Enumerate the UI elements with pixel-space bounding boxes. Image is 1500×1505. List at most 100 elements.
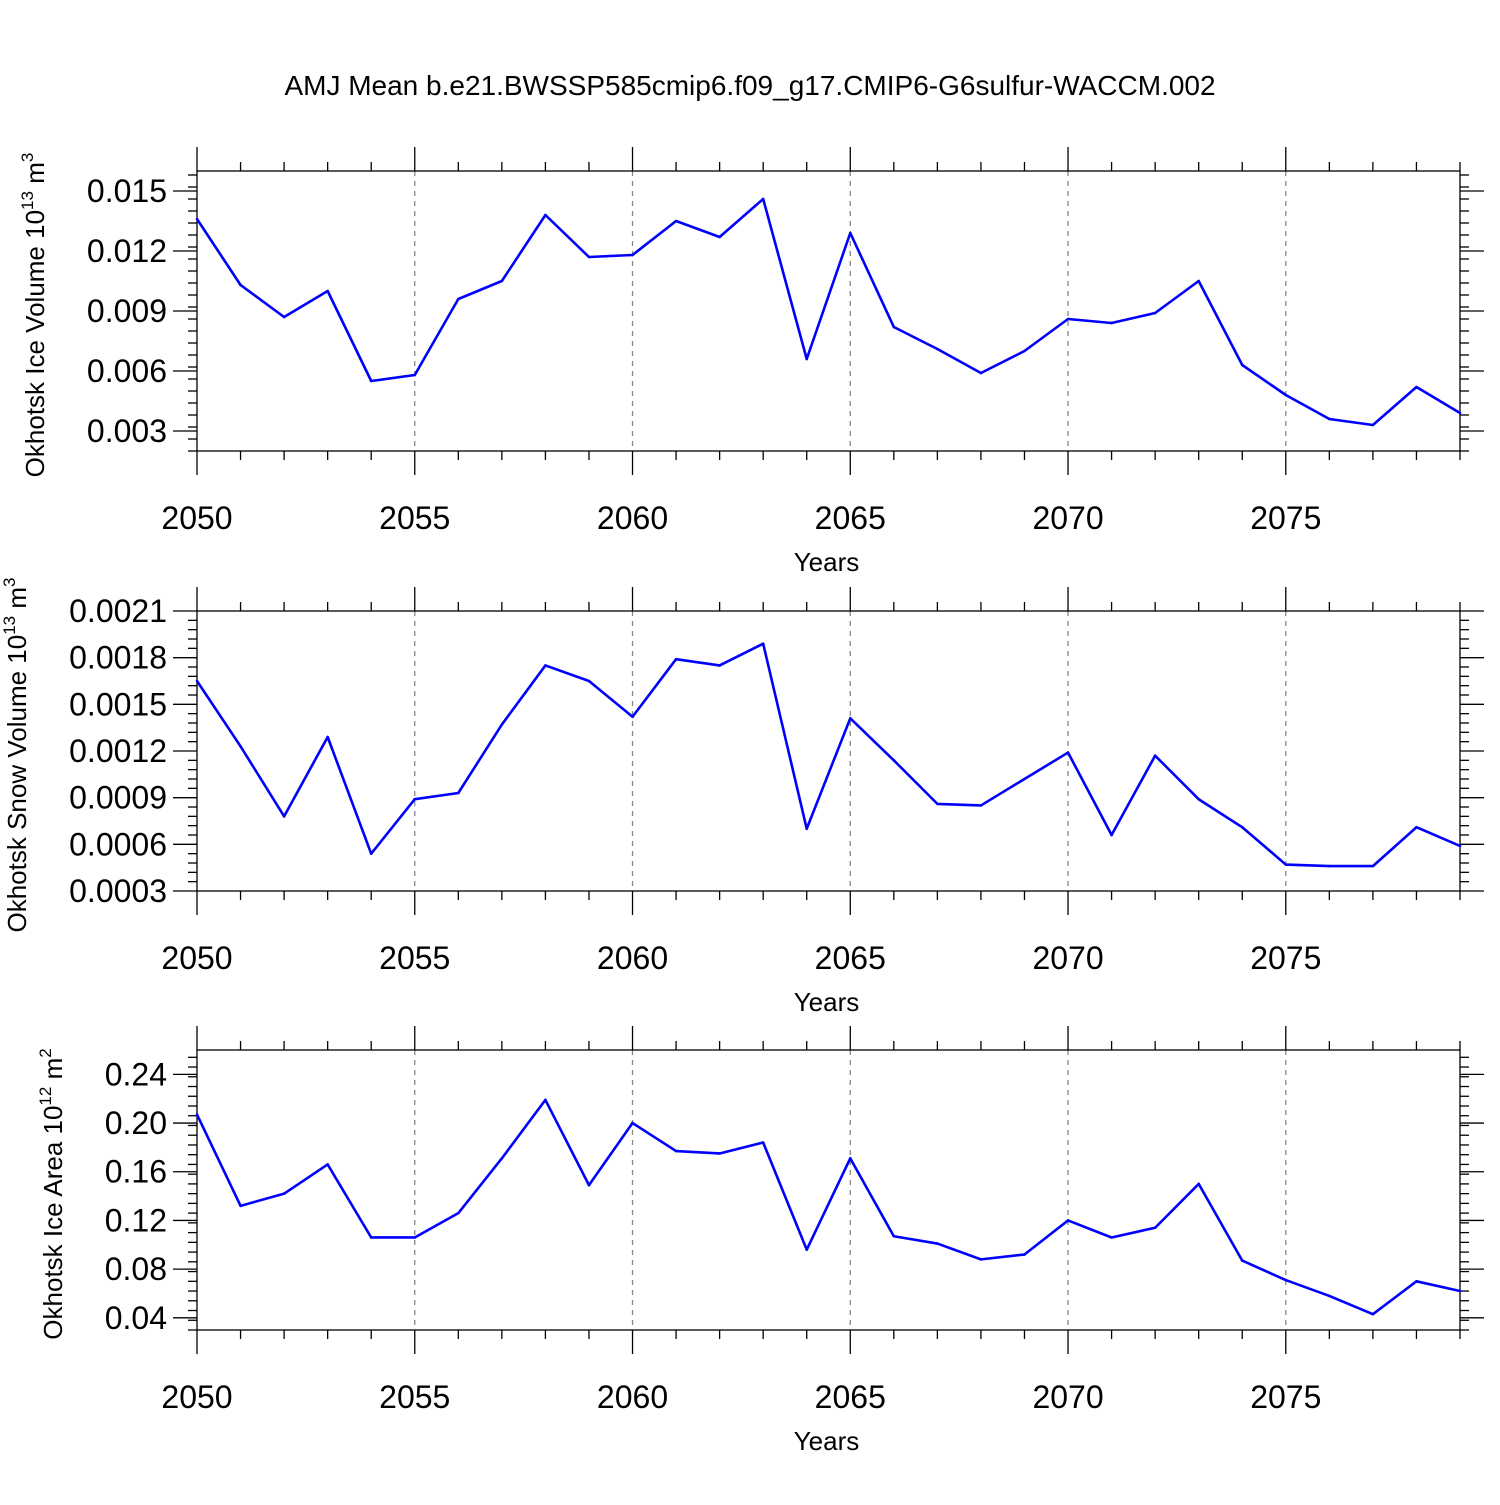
data-point-2076 — [1328, 864, 1331, 868]
data-point-2054 — [369, 1236, 373, 1239]
data-point-2056 — [457, 791, 460, 795]
y-tick-label: 0.04 — [105, 1300, 167, 1336]
data-point-2056 — [457, 1211, 460, 1215]
series-line — [195, 197, 1461, 427]
data-point-2053 — [326, 289, 329, 293]
data-point-2064 — [805, 827, 809, 831]
data-point-2073 — [1197, 797, 1200, 801]
y-axis-label-prefix: Okhotsk Ice Volume 10 — [20, 210, 50, 477]
data-point-2059 — [587, 255, 591, 259]
data-point-2051 — [239, 1204, 242, 1208]
data-point-2055 — [413, 797, 417, 801]
data-point-2078 — [1415, 825, 1418, 829]
data-point-2055 — [413, 373, 417, 377]
y-tick-label: 0.012 — [87, 233, 167, 269]
data-point-2055 — [413, 1236, 417, 1239]
data-point-2059 — [587, 679, 591, 683]
y-tick-label: 0.009 — [87, 293, 167, 329]
series-line — [195, 642, 1461, 868]
data-point-2057 — [500, 1157, 504, 1160]
y-axis-label-exponent: 13 — [18, 191, 37, 210]
x-tick-label: 2070 — [1032, 500, 1103, 536]
data-point-2060 — [631, 715, 634, 719]
data-point-2053 — [326, 1163, 329, 1166]
y-axis-label-unit-exponent: 2 — [36, 1048, 55, 1057]
y-axis-label-prefix: Okhotsk Ice Area 10 — [38, 1106, 68, 1340]
data-point-2058 — [544, 213, 547, 217]
x-tick-label: 2070 — [1032, 1379, 1103, 1415]
data-point-2053 — [326, 735, 329, 739]
data-point-2060 — [631, 253, 634, 257]
y-axis-label-unit-exponent: 3 — [0, 578, 19, 587]
y-axis-label-unit-exponent: 3 — [18, 153, 37, 162]
y-tick-label: 0.0006 — [69, 826, 167, 862]
y-tick-label: 0.015 — [87, 173, 167, 209]
data-point-2068 — [979, 371, 983, 375]
data-point-2054 — [369, 379, 373, 383]
data-point-2050 — [195, 679, 199, 683]
data-point-2063 — [761, 642, 765, 645]
data-point-2067 — [936, 1242, 939, 1245]
plot-frame — [196, 1049, 1461, 1331]
data-point-2062 — [718, 664, 721, 667]
data-point-2067 — [936, 802, 939, 806]
x-tick-label: 2065 — [815, 940, 886, 976]
x-tick-label: 2050 — [161, 500, 232, 536]
data-point-2074 — [1240, 1259, 1244, 1262]
data-point-2079 — [1458, 411, 1462, 415]
data-point-2070 — [1066, 751, 1070, 754]
y-axis-label: Okhotsk Ice Volume 1013 m3 — [18, 153, 50, 478]
data-point-2062 — [718, 235, 721, 239]
data-point-2064 — [805, 357, 809, 361]
panel-1: 2050 2055 2060 2065 2070 2075 0.003 0.006 0.009 0… — [18, 147, 1484, 577]
data-point-2073 — [1197, 279, 1200, 283]
x-tick-label: 2065 — [815, 500, 886, 536]
x-tick-label: 2050 — [161, 1379, 232, 1415]
data-point-2063 — [761, 197, 765, 201]
data-point-2058 — [544, 1098, 547, 1102]
data-point-2067 — [936, 347, 939, 351]
x-tick-label: 2070 — [1032, 940, 1103, 976]
data-point-2079 — [1458, 844, 1462, 848]
y-axis-label-prefix: Okhotsk Snow Volume 10 — [2, 635, 32, 933]
y-tick-label: 0.0015 — [69, 686, 167, 722]
data-point-2064 — [805, 1248, 809, 1251]
y-tick-label: 0.08 — [105, 1251, 167, 1287]
data-point-2057 — [500, 723, 504, 726]
data-point-2065 — [848, 231, 852, 235]
x-tick-label: 2060 — [597, 1379, 668, 1415]
x-tick-label: 2060 — [597, 940, 668, 976]
data-point-2069 — [1023, 777, 1026, 781]
y-axis-label-exponent: 12 — [36, 1087, 55, 1106]
data-point-2078 — [1415, 385, 1418, 389]
data-point-2077 — [1371, 864, 1375, 868]
y-axis-label-unit: m — [20, 162, 50, 191]
data-point-2052 — [282, 1192, 286, 1195]
data-point-2073 — [1197, 1182, 1200, 1186]
figure-title: AMJ Mean b.e21.BWSSP585cmip6.f09_g17.CMI… — [284, 70, 1215, 101]
data-point-2077 — [1371, 423, 1375, 427]
data-point-2065 — [848, 1157, 852, 1160]
x-tick-label: 2075 — [1250, 500, 1321, 536]
data-point-2071 — [1110, 321, 1113, 325]
data-point-2058 — [544, 664, 547, 667]
data-point-2071 — [1110, 833, 1113, 837]
y-tick-label: 0.0003 — [69, 873, 167, 909]
series-line — [195, 1098, 1461, 1316]
y-tick-label: 0.006 — [87, 353, 167, 389]
y-axis-label-unit: m — [2, 587, 32, 616]
data-point-2062 — [718, 1152, 721, 1155]
x-axis-label: Years — [794, 547, 860, 577]
data-point-2057 — [500, 279, 504, 283]
data-point-2071 — [1110, 1236, 1113, 1239]
y-tick-label: 0.0009 — [69, 780, 167, 816]
data-point-2065 — [848, 717, 852, 720]
data-point-2077 — [1371, 1312, 1375, 1316]
x-tick-label: 2055 — [379, 1379, 450, 1415]
y-tick-label: 0.12 — [105, 1202, 167, 1238]
data-point-2063 — [761, 1141, 765, 1144]
y-tick-label: 0.24 — [105, 1056, 167, 1092]
x-tick-label: 2075 — [1250, 940, 1321, 976]
y-axis-label: Okhotsk Ice Area 1012 m2 — [36, 1048, 68, 1339]
